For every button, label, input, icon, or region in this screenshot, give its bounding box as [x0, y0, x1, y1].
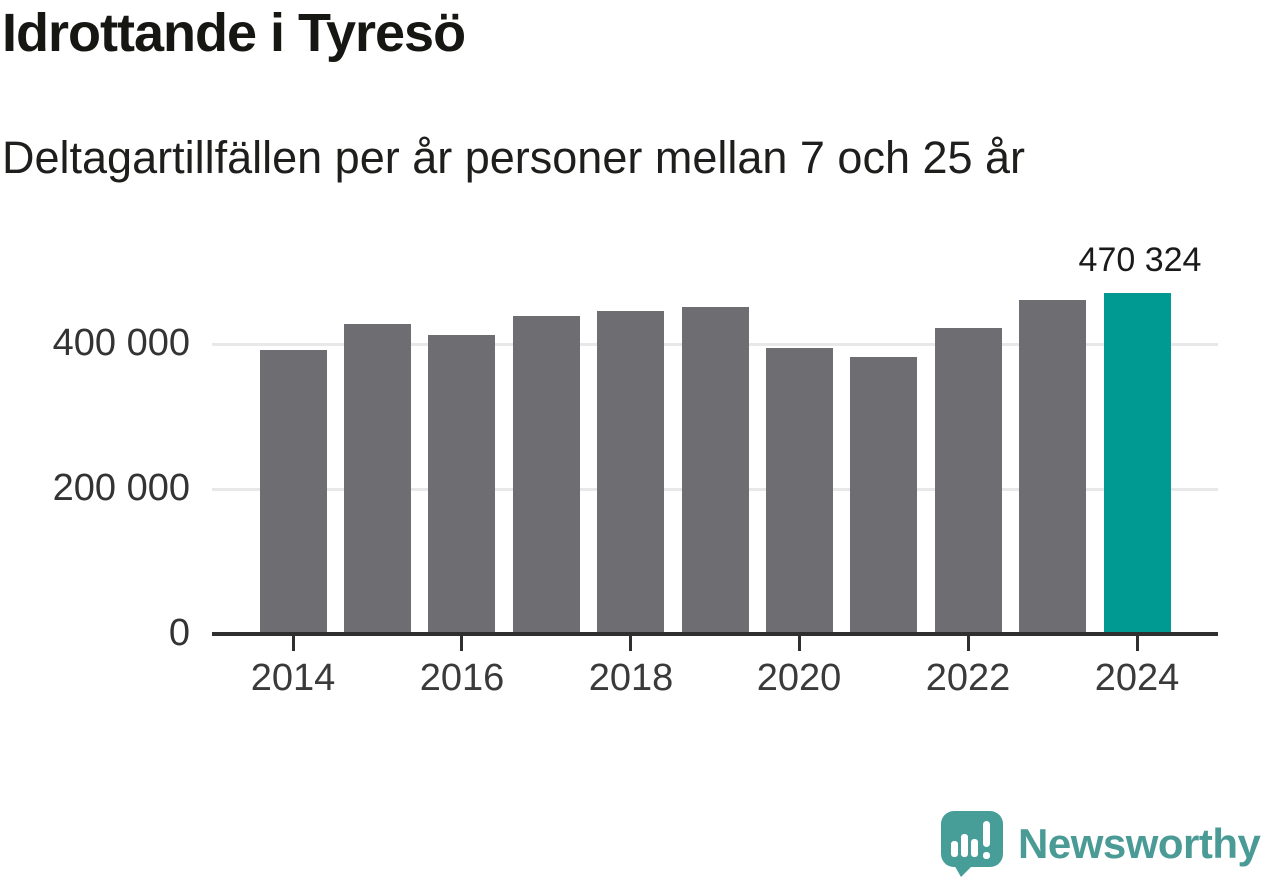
bar-2019 [682, 307, 749, 634]
bar-2024 [1104, 293, 1171, 634]
x-axis-tick-mark [967, 636, 970, 651]
x-axis-tick-mark [629, 636, 632, 651]
bar-2017 [513, 316, 580, 634]
x-axis-tick-label: 2022 [925, 657, 1011, 699]
highlight-bar-value-label: 470 324 [1078, 241, 1202, 279]
x-axis-tick-label: 2014 [250, 657, 336, 699]
y-axis-tick-label: 0 [168, 612, 190, 654]
bar-2022 [935, 328, 1002, 634]
newsworthy-logo: Newsworthy [941, 811, 1261, 877]
newsworthy-logo-text: Newsworthy [1018, 820, 1261, 867]
x-axis-line [212, 632, 1218, 636]
chart-title: Idrottande i Tyresö [2, 3, 466, 63]
x-axis-tick-mark [292, 636, 295, 651]
bar-2021 [850, 357, 917, 634]
y-axis-tick-label: 400 000 [52, 322, 190, 364]
x-axis-tick-label: 2020 [756, 657, 842, 699]
bar-2018 [597, 311, 664, 634]
bar-2016 [428, 335, 495, 634]
x-axis-tick-label: 2018 [588, 657, 674, 699]
x-axis-tick-label: 2016 [419, 657, 505, 699]
chart-subtitle: Deltagartillfällen per år personer mella… [2, 132, 1026, 183]
y-axis-tick-label: 200 000 [52, 467, 190, 509]
x-axis-tick-mark [798, 636, 801, 651]
bar-2015 [344, 324, 411, 634]
x-axis-tick-label: 2024 [1094, 657, 1180, 699]
x-axis-tick-mark [1136, 636, 1139, 651]
bar-2023 [1019, 300, 1086, 634]
x-axis-tick-mark [460, 636, 463, 651]
bar-chart-plot-area: 0 200 000 400 000 2014 2016 2018 2020 2022 2024 4… [52, 241, 1218, 699]
newsworthy-logo-icon [941, 811, 1003, 877]
bar-2014 [260, 350, 327, 634]
bar-2020 [766, 348, 833, 634]
